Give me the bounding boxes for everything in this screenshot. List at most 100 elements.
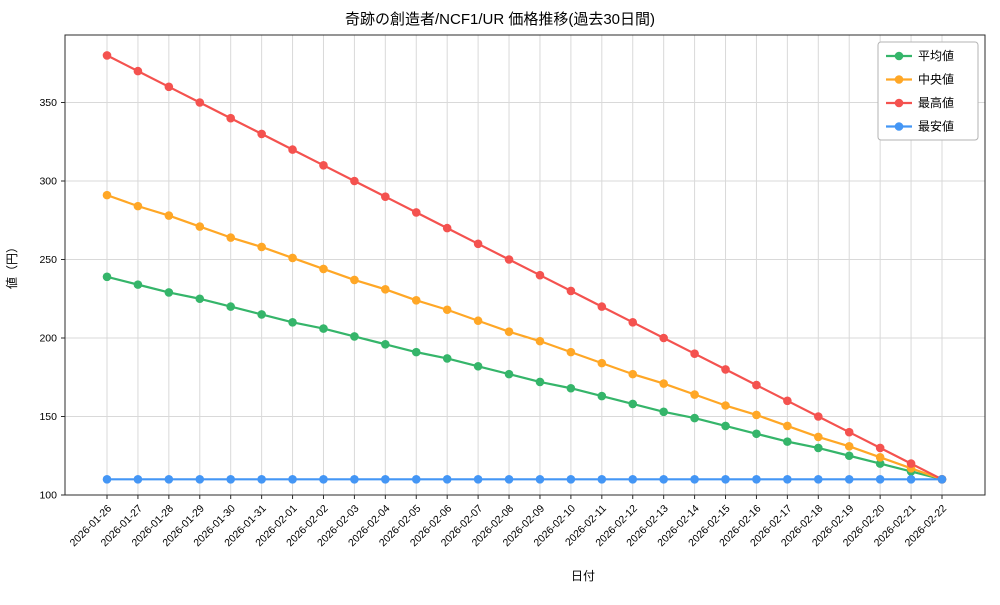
data-point <box>721 365 730 374</box>
legend-marker <box>894 51 904 61</box>
x-axis-label: 日付 <box>571 569 595 583</box>
data-point <box>288 253 297 263</box>
data-point <box>597 358 607 368</box>
series-maximum <box>102 51 947 484</box>
data-point <box>752 410 761 420</box>
data-point <box>659 379 668 388</box>
data-point <box>628 399 638 409</box>
data-point <box>690 413 699 423</box>
data-point <box>875 453 885 462</box>
data-point <box>164 475 174 484</box>
data-point <box>566 347 576 357</box>
data-point <box>102 190 112 200</box>
data-point <box>690 475 699 484</box>
y-tick-label: 250 <box>39 254 57 266</box>
data-point <box>844 427 854 437</box>
data-point <box>411 296 421 305</box>
data-point <box>319 475 328 484</box>
data-point <box>752 429 761 439</box>
data-point <box>226 302 236 311</box>
data-point <box>350 275 359 285</box>
series-median <box>102 190 947 484</box>
data-point <box>783 396 792 406</box>
y-tick-label: 300 <box>39 176 57 188</box>
legend-item-maximum: 最高値 <box>886 95 954 110</box>
data-point <box>783 421 792 431</box>
series-average <box>102 272 947 484</box>
data-point <box>504 255 514 264</box>
y-axis-label: 値（円） <box>4 241 19 289</box>
data-point <box>381 285 390 294</box>
series-minimum <box>102 475 947 484</box>
legend-marker <box>894 122 904 131</box>
data-point <box>411 475 421 484</box>
data-point <box>350 475 359 484</box>
data-point <box>442 354 452 363</box>
data-point <box>721 475 730 484</box>
data-point <box>164 82 174 92</box>
data-point <box>535 377 545 387</box>
data-point <box>195 294 205 304</box>
data-point <box>350 176 359 186</box>
data-point <box>381 192 390 202</box>
y-tick-label: 150 <box>39 411 57 423</box>
legend-marker <box>894 98 904 108</box>
data-point <box>906 475 916 484</box>
data-point <box>319 161 328 170</box>
data-point <box>504 327 514 337</box>
data-point <box>813 432 823 442</box>
data-point <box>257 310 266 319</box>
data-point <box>226 233 236 242</box>
legend-item-average: 平均値 <box>886 48 954 63</box>
data-point <box>133 475 143 484</box>
data-point <box>288 475 297 484</box>
legend-item-minimum: 最安値 <box>886 119 954 134</box>
data-point <box>133 66 143 76</box>
series-line-maximum <box>106 54 943 481</box>
y-tick-label: 350 <box>39 97 57 109</box>
data-point <box>597 302 607 311</box>
data-point <box>442 305 452 315</box>
series-line-median <box>106 194 943 481</box>
data-point <box>164 211 174 220</box>
data-point <box>442 475 452 484</box>
data-point <box>381 475 390 484</box>
data-point <box>752 475 761 484</box>
data-point <box>102 475 112 484</box>
data-point <box>875 475 885 484</box>
data-point <box>566 286 576 296</box>
data-point <box>535 475 545 484</box>
data-point <box>690 390 699 399</box>
data-point <box>442 223 452 233</box>
data-point <box>844 442 854 451</box>
axes-frame <box>64 34 986 496</box>
data-point <box>659 333 668 343</box>
data-point <box>721 401 730 410</box>
data-point <box>628 318 638 327</box>
data-point <box>226 113 236 123</box>
data-point <box>844 475 854 484</box>
data-point <box>659 475 668 484</box>
data-point <box>535 336 545 346</box>
data-point <box>752 380 761 390</box>
data-point <box>659 407 668 417</box>
data-point <box>566 475 576 484</box>
y-tick-label: 100 <box>39 490 57 502</box>
data-point <box>319 324 328 333</box>
legend-box <box>877 41 979 141</box>
data-point <box>628 475 638 484</box>
data-point <box>721 421 730 431</box>
data-point <box>783 437 792 446</box>
data-point <box>504 369 514 379</box>
data-point <box>813 412 823 421</box>
data-point <box>504 475 514 484</box>
legend-label: 最高値 <box>918 95 954 110</box>
data-point <box>473 239 483 249</box>
data-point <box>257 475 266 484</box>
data-point <box>257 129 266 139</box>
data-point <box>937 475 947 484</box>
data-point <box>473 316 483 326</box>
